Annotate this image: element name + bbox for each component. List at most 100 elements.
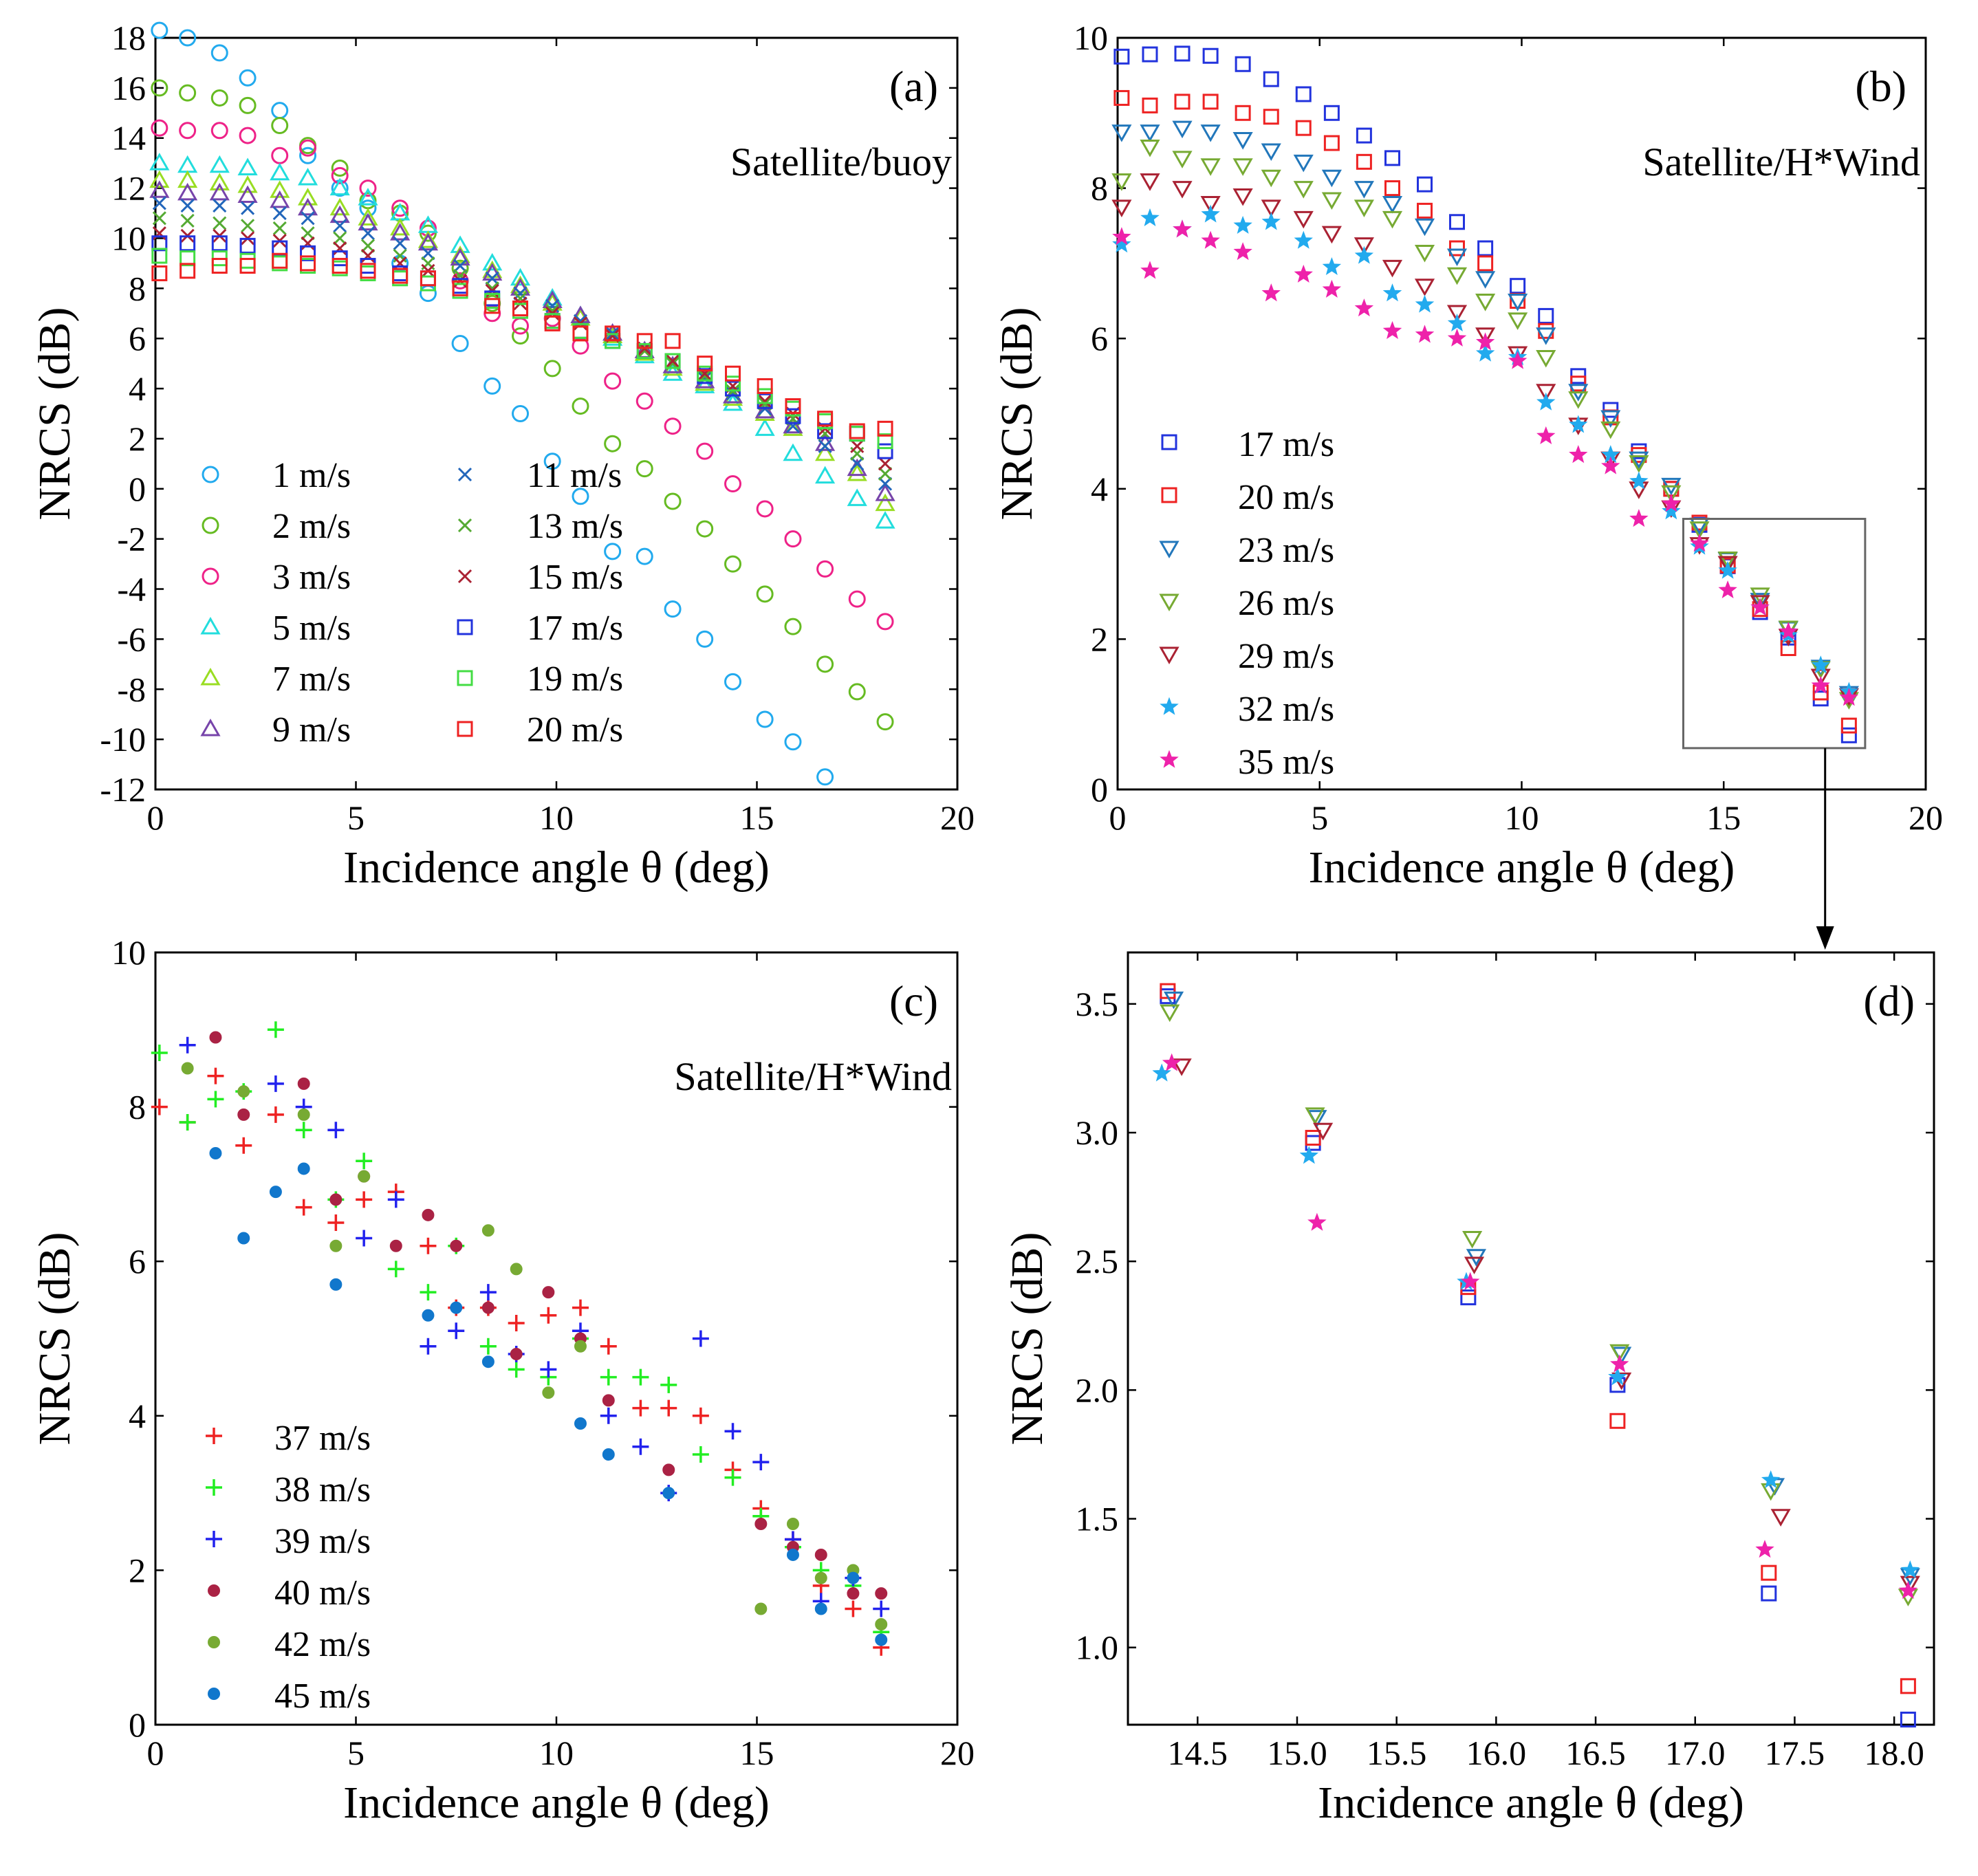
data-point (635, 392, 653, 410)
y-tick-label: 6 (129, 319, 146, 358)
data-point (180, 213, 195, 228)
data-point (1293, 210, 1314, 229)
data-point (636, 333, 653, 349)
data-point (664, 600, 682, 618)
data-point (724, 1423, 741, 1440)
data-point (1382, 259, 1403, 278)
data-point (1508, 312, 1528, 330)
data-point (237, 185, 258, 204)
panel-annotation: Satellite/H*Wind (1642, 140, 1920, 184)
legend-marker (1161, 434, 1177, 450)
panel-annotation: Satellite/H*Wind (674, 1054, 952, 1099)
data-point (1384, 180, 1400, 197)
x-axis-title: Incidence angle θ (deg) (343, 1778, 770, 1828)
y-tick-label: 3.0 (1076, 1113, 1119, 1152)
data-point (237, 1108, 250, 1121)
data-point (1475, 294, 1496, 312)
data-point (1293, 154, 1314, 173)
legend-label: 26 m/s (1238, 584, 1334, 623)
legend-label: 1 m/s (272, 456, 351, 495)
data-point (1354, 181, 1374, 199)
x-tick-label: 15 (1706, 798, 1741, 837)
data-point (450, 1239, 463, 1252)
data-point (1508, 294, 1528, 312)
data-point (485, 281, 499, 296)
y-tick-label: 4 (129, 369, 146, 408)
data-point (481, 1224, 494, 1237)
data-point (213, 199, 227, 213)
data-point (1263, 109, 1279, 125)
data-point (1201, 204, 1220, 223)
data-point (151, 265, 168, 281)
data-point (1142, 46, 1158, 63)
legend-label: 19 m/s (527, 659, 623, 699)
data-point (1460, 1289, 1477, 1306)
data-point (636, 342, 653, 359)
data-point (1382, 195, 1403, 214)
y-tick-label: 18 (111, 19, 146, 57)
data-point (510, 1347, 523, 1360)
data-point (1354, 199, 1374, 217)
data-point (271, 102, 289, 120)
data-point (1689, 521, 1710, 539)
data-point (1609, 1413, 1626, 1429)
legend: 17 m/s 20 m/s 23 m/s 26 m/s 29 m/s 32 m/s 35 m… (1159, 425, 1334, 782)
data-point (510, 268, 531, 286)
y-axis-title: NRCS (dB) (1002, 1232, 1052, 1446)
data-point (210, 89, 228, 107)
legend-label: 37 m/s (274, 1419, 371, 1458)
data-point (542, 1386, 555, 1399)
legend-marker (208, 1636, 220, 1648)
data-point (876, 713, 894, 731)
legend-marker (1159, 541, 1180, 559)
data-point (1447, 313, 1467, 332)
data-point (237, 1232, 250, 1245)
data-point (752, 1454, 770, 1471)
data-point (817, 423, 834, 439)
data-point (297, 1077, 310, 1090)
data-point (847, 463, 867, 481)
legend-marker (457, 467, 472, 482)
legend-label: 38 m/s (274, 1470, 371, 1509)
legend-marker (208, 1688, 220, 1700)
data-point (757, 388, 773, 404)
data-point (512, 327, 530, 345)
data-point (1900, 1575, 1920, 1594)
data-point (420, 270, 436, 287)
data-point (1323, 105, 1340, 121)
y-tick-label: 2.0 (1076, 1371, 1119, 1409)
data-point (850, 439, 865, 453)
data-point (660, 1399, 677, 1417)
data-point (452, 280, 468, 296)
data-point (784, 733, 802, 751)
data-point (1900, 1712, 1916, 1728)
y-tick-label: 2.5 (1076, 1242, 1119, 1280)
data-point (1536, 327, 1556, 345)
data-point (179, 122, 197, 140)
data-point (333, 231, 347, 246)
data-point (847, 1571, 860, 1584)
data-point (1140, 208, 1160, 226)
data-point (239, 69, 257, 87)
y-tick-label: 2 (1091, 620, 1108, 658)
legend-marker (208, 1584, 220, 1597)
data-point (1761, 1470, 1781, 1489)
data-point (300, 245, 316, 261)
data-point (299, 146, 317, 164)
data-point (543, 452, 561, 470)
data-point (1414, 218, 1435, 237)
zoom-indicator (1682, 518, 1867, 950)
data-point (1600, 421, 1621, 439)
legend-label: 11 m/s (527, 456, 622, 495)
data-point (180, 199, 195, 213)
data-point (297, 1162, 310, 1175)
data-point (180, 235, 196, 252)
data-points (149, 21, 895, 786)
legend-label: 40 m/s (274, 1573, 371, 1613)
data-point (1900, 1678, 1916, 1694)
data-point (1464, 1256, 1485, 1274)
x-tick-label: 15.5 (1367, 1734, 1427, 1772)
data-point (301, 211, 315, 226)
legend-marker (206, 1531, 222, 1547)
data-point (1140, 124, 1160, 142)
